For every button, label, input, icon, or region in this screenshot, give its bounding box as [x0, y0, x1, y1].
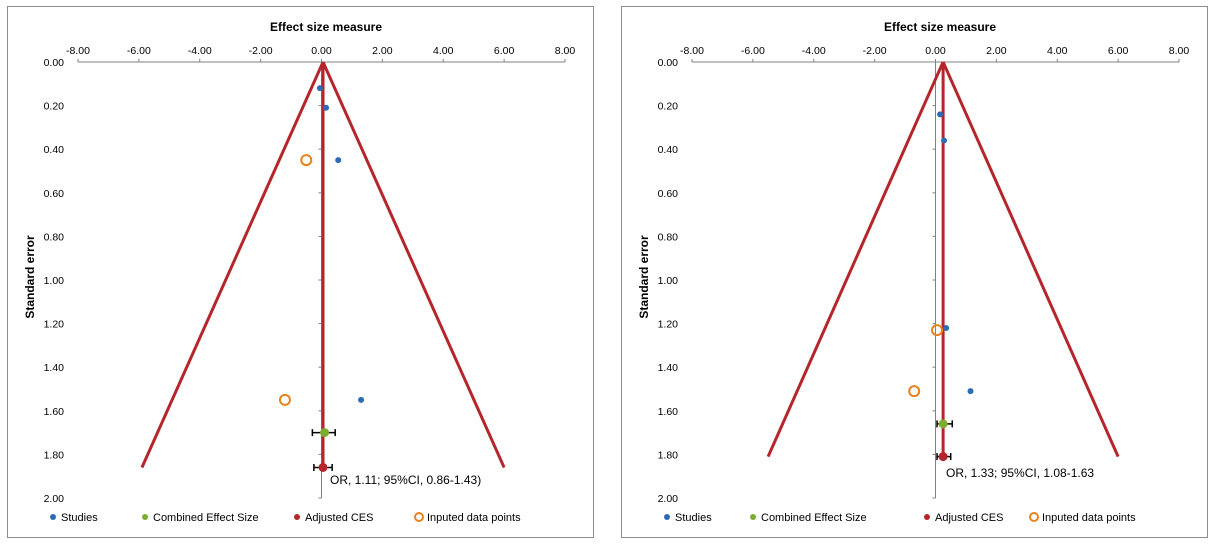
- funnel-right-line: [321, 61, 506, 469]
- combined-effect-point: [320, 428, 330, 438]
- imputed-point: [300, 154, 313, 167]
- study-point: [937, 111, 944, 118]
- legend-studies: Studies: [675, 512, 712, 524]
- x-tick-label: 0.00: [925, 45, 946, 57]
- or-annotation: OR, 1.33; 95%CI, 1.08-1.63: [946, 466, 1094, 480]
- y-tick-label: 0.00: [44, 57, 65, 69]
- legend-adjusted-ces-marker: [924, 514, 930, 520]
- y-tick-label: 0.20: [44, 101, 65, 113]
- funnel-plot-right-svg: Effect size measure Standard error OR, 1…: [637, 20, 1190, 524]
- study-point: [335, 157, 342, 164]
- study-point: [316, 85, 323, 92]
- x-tick-label: 4.00: [1047, 45, 1068, 57]
- y-tick-label: 0.00: [658, 57, 679, 69]
- legend-combined-effect-size-marker: [750, 514, 756, 520]
- chart-title: Effect size measure: [884, 20, 996, 34]
- y-axis-label: Standard error: [637, 235, 651, 319]
- legend-studies-marker: [664, 514, 670, 520]
- y-tick-label: 1.60: [44, 406, 65, 418]
- legend-combined-effect-size-marker: [142, 514, 148, 520]
- legend-adjusted-ces: Adjusted CES: [935, 512, 1003, 524]
- legend-combined-effect-size: Combined Effect Size: [761, 512, 867, 524]
- chart-title: Effect size measure: [270, 20, 382, 34]
- y-tick-label: 1.00: [44, 275, 65, 287]
- legend-imputed-data-points: Inputed data points: [427, 512, 521, 524]
- x-tick-label: -2.00: [249, 45, 273, 57]
- legend-imputed-data-points-marker: [414, 512, 424, 522]
- y-tick-label: 0.80: [44, 231, 65, 243]
- legend-studies: Studies: [61, 512, 98, 524]
- x-tick-label: 8.00: [555, 45, 576, 57]
- y-tick-label: 0.40: [658, 144, 679, 156]
- y-tick-label: 1.00: [658, 275, 679, 287]
- legend-imputed-data-points: Inputed data points: [1042, 512, 1136, 524]
- funnel-right-line: [941, 61, 1120, 458]
- or-annotation: OR, 1.11; 95%CI, 0.86-1.43): [330, 473, 481, 487]
- funnel-left-line: [140, 61, 325, 469]
- y-tick-label: 2.00: [658, 493, 679, 505]
- x-tick-label: -8.00: [680, 45, 704, 57]
- y-tick-label: 1.20: [44, 319, 65, 331]
- y-tick-label: 1.40: [44, 362, 65, 374]
- x-tick-label: 2.00: [986, 45, 1007, 57]
- legend-imputed-data-points-marker: [1029, 512, 1039, 522]
- x-tick-label: -4.00: [188, 45, 212, 57]
- study-point: [323, 104, 330, 111]
- combined-effect-point: [938, 419, 948, 429]
- funnel-plot-right: Effect size measure Standard error OR, 1…: [621, 6, 1208, 538]
- y-tick-label: 0.20: [658, 101, 679, 113]
- x-tick-label: -6.00: [127, 45, 151, 57]
- x-tick-label: 6.00: [494, 45, 515, 57]
- y-tick-label: 0.80: [658, 231, 679, 243]
- y-axis-label: Standard error: [23, 235, 37, 319]
- study-point: [358, 396, 365, 403]
- y-tick-label: 0.60: [658, 188, 679, 200]
- x-tick-label: 4.00: [433, 45, 454, 57]
- study-point: [967, 388, 974, 395]
- x-tick-label: -8.00: [66, 45, 90, 57]
- y-tick-label: 1.80: [658, 449, 679, 461]
- funnel-plot-left: Effect size measure Standard error OR, 1…: [7, 6, 594, 538]
- y-tick-label: 0.40: [44, 144, 65, 156]
- x-tick-label: -6.00: [741, 45, 765, 57]
- x-tick-label: 2.00: [372, 45, 393, 57]
- adjusted-ces-point: [938, 452, 948, 462]
- y-tick-label: 1.40: [658, 362, 679, 374]
- study-point: [941, 137, 948, 144]
- study-point: [943, 324, 950, 331]
- legend-adjusted-ces: Adjusted CES: [305, 512, 373, 524]
- y-tick-label: 1.80: [44, 449, 65, 461]
- x-tick-label: -4.00: [802, 45, 826, 57]
- x-tick-label: 6.00: [1108, 45, 1129, 57]
- legend-studies-marker: [50, 514, 56, 520]
- y-tick-label: 2.00: [44, 493, 65, 505]
- y-tick-label: 1.20: [658, 319, 679, 331]
- legend-combined-effect-size: Combined Effect Size: [153, 512, 259, 524]
- x-tick-label: -2.00: [863, 45, 887, 57]
- imputed-point: [908, 385, 921, 398]
- imputed-point: [278, 393, 291, 406]
- funnel-plot-left-svg: Effect size measure Standard error OR, 1…: [23, 20, 576, 524]
- funnel-left-line: [766, 61, 945, 458]
- x-tick-label: 8.00: [1169, 45, 1190, 57]
- legend-adjusted-ces-marker: [294, 514, 300, 520]
- adjusted-ces-point: [318, 462, 328, 472]
- x-tick-label: 0.00: [311, 45, 332, 57]
- imputed-point: [931, 324, 944, 337]
- y-tick-label: 0.60: [44, 188, 65, 200]
- y-tick-label: 1.60: [658, 406, 679, 418]
